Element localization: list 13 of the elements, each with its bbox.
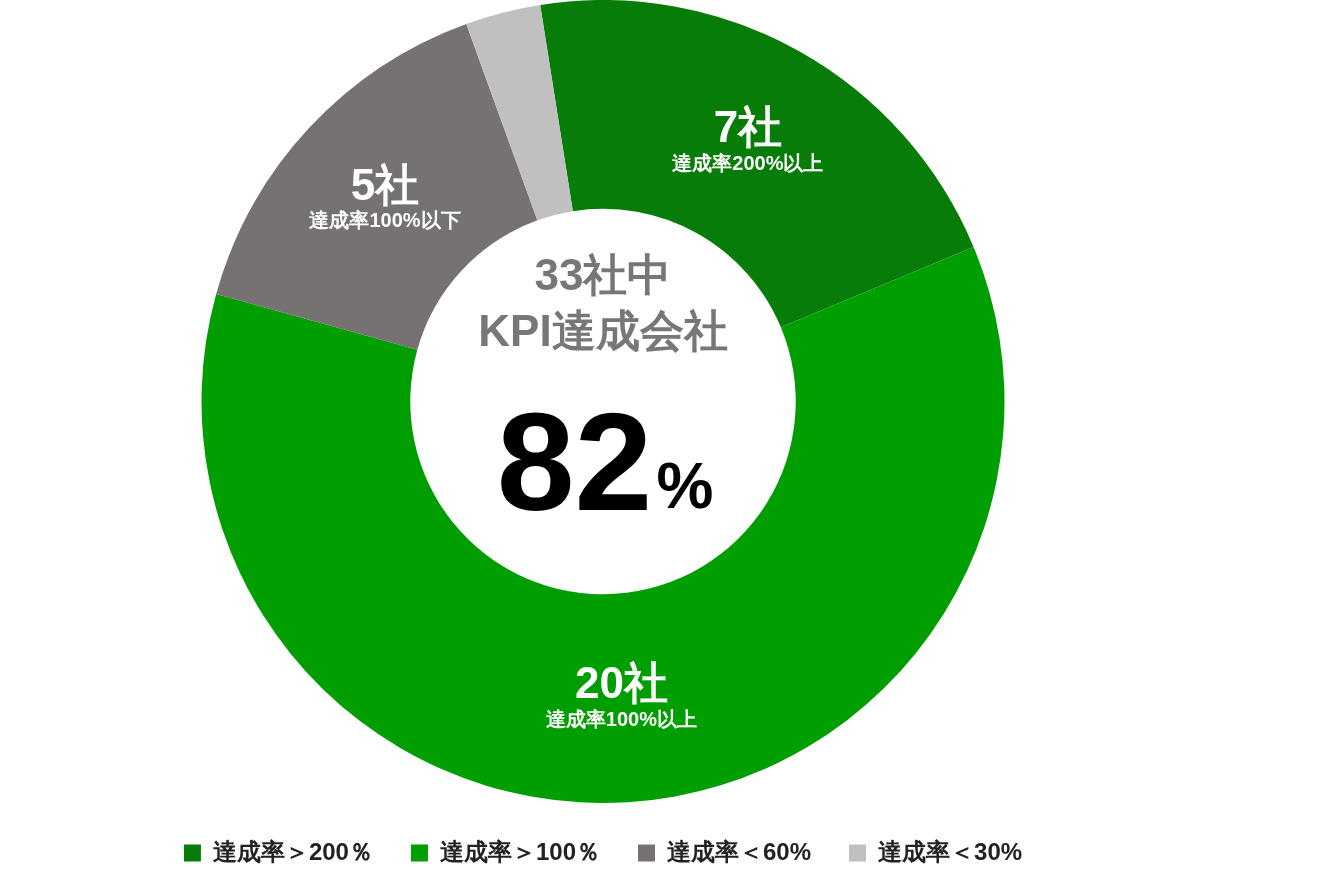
text: 82% — [496, 382, 714, 540]
legend-label: 達成率＜30% — [878, 837, 1023, 865]
data-label: 5社 — [350, 159, 420, 209]
legend-label: 達成率＞200％ — [212, 837, 373, 865]
legend-label: 達成率＜60% — [667, 837, 812, 865]
text: 33社中 — [534, 249, 672, 299]
data-label: 20社 — [574, 658, 668, 708]
data-label: 7社 — [713, 102, 783, 152]
text: 達成率100%以下 — [309, 209, 461, 232]
text: 達成率200%以上 — [672, 151, 824, 174]
text: 達成率100%以上 — [545, 707, 697, 730]
legend-label: 達成率＞100％ — [439, 837, 601, 865]
text: KPI達成会社 — [478, 305, 728, 355]
